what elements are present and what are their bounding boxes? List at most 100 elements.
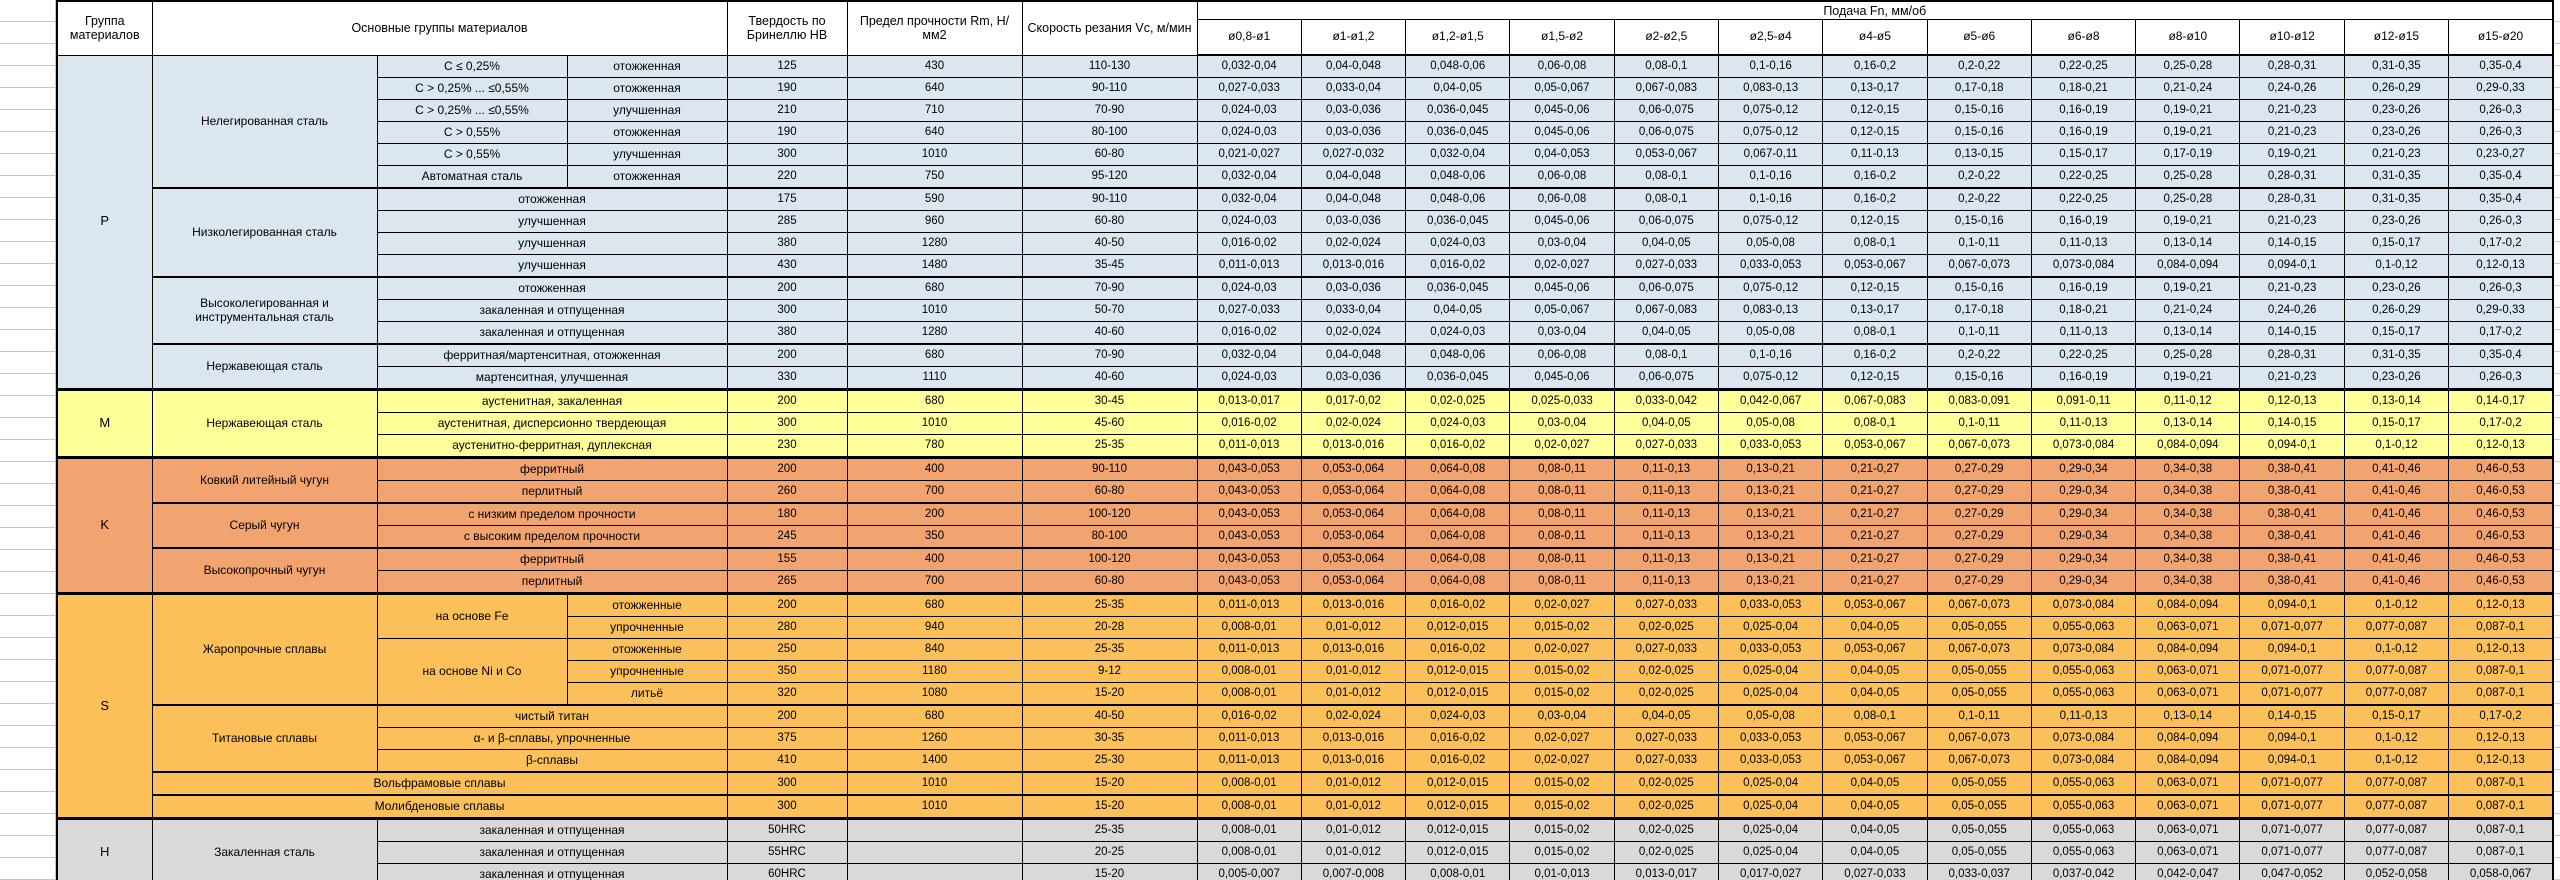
strength-cell[interactable]: 640: [846, 121, 1023, 144]
hardness-cell[interactable]: 175: [726, 187, 848, 211]
feed-cell[interactable]: 0,02-0,024: [1300, 412, 1407, 435]
material-family-cell[interactable]: Титановые сплавы: [151, 704, 378, 773]
feed-cell[interactable]: 0,34-0,38: [2135, 547, 2241, 571]
hardness-cell[interactable]: 210: [726, 99, 848, 122]
feed-cell[interactable]: 0,08-0,11: [1509, 480, 1615, 504]
feed-cell[interactable]: 0,025-0,04: [1717, 841, 1824, 864]
feed-cell[interactable]: 0,15-0,16: [1926, 276, 2032, 300]
feed-cell[interactable]: 0,063-0,071: [2135, 794, 2241, 819]
strength-cell[interactable]: 1260: [846, 727, 1023, 750]
feed-cell[interactable]: 0,013-0,016: [1300, 749, 1407, 773]
feed-cell[interactable]: 0,13-0,17: [1822, 299, 1928, 322]
feed-cell[interactable]: 0,024-0,03: [1405, 412, 1511, 435]
hardness-cell[interactable]: 350: [726, 660, 848, 683]
feed-cell[interactable]: 0,094-0,1: [2239, 434, 2345, 458]
speed-cell[interactable]: 9-12: [1021, 660, 1198, 683]
feed-cell[interactable]: 0,17-0,2: [2448, 232, 2554, 255]
feed-cell[interactable]: 0,01-0,012: [1300, 616, 1407, 639]
feed-cell[interactable]: 0,2-0,22: [1926, 187, 2032, 211]
feed-cell[interactable]: 0,015-0,02: [1509, 616, 1615, 639]
feed-cell[interactable]: 0,1-0,16: [1717, 54, 1824, 78]
feed-cell[interactable]: 0,011-0,013: [1196, 638, 1302, 661]
feed-cell[interactable]: 0,067-0,073: [1926, 727, 2032, 750]
feed-cell[interactable]: 0,46-0,53: [2448, 480, 2554, 504]
hardness-cell[interactable]: 430: [726, 254, 848, 278]
feed-cell[interactable]: 0,29-0,34: [2030, 525, 2137, 549]
feed-cell[interactable]: 0,38-0,41: [2239, 547, 2345, 571]
feed-cell[interactable]: 0,067-0,073: [1926, 749, 2032, 773]
strength-cell[interactable]: 680: [846, 276, 1023, 300]
feed-cell[interactable]: 0,06-0,08: [1509, 343, 1615, 367]
feed-cell[interactable]: 0,13-0,14: [2343, 388, 2450, 413]
speed-column-header[interactable]: Скорость резания Vc, м/мин: [1021, 0, 1198, 56]
feed-cell[interactable]: 0,17-0,2: [2448, 321, 2554, 345]
feed-cell[interactable]: 0,04-0,05: [1613, 412, 1719, 435]
feed-cell[interactable]: 0,29-0,33: [2448, 77, 2554, 100]
feed-cell[interactable]: 0,055-0,063: [2030, 660, 2137, 683]
feed-cell[interactable]: 0,15-0,16: [1926, 210, 2032, 233]
feed-cell[interactable]: 0,01-0,012: [1300, 794, 1407, 819]
feed-cell[interactable]: 0,22-0,25: [2030, 343, 2137, 367]
feed-cell[interactable]: 0,02-0,024: [1300, 232, 1407, 255]
strength-cell[interactable]: 700: [846, 480, 1023, 504]
speed-cell[interactable]: 25-35: [1021, 817, 1198, 842]
group-letter-cell[interactable]: M: [56, 388, 153, 458]
material-state-cell[interactable]: улучшенная: [376, 210, 728, 233]
feed-cell[interactable]: 0,27-0,29: [1926, 456, 2032, 481]
strength-cell[interactable]: 700: [846, 570, 1023, 594]
feed-cell[interactable]: 0,1-0,12: [2343, 727, 2450, 750]
feed-cell[interactable]: 0,31-0,35: [2343, 187, 2450, 211]
material-composition-cell[interactable]: Автоматная сталь: [376, 165, 568, 189]
feed-cell[interactable]: 0,064-0,08: [1405, 525, 1511, 549]
feed-cell[interactable]: 0,087-0,1: [2448, 771, 2554, 796]
feed-cell[interactable]: 0,064-0,08: [1405, 570, 1511, 594]
feed-cell[interactable]: 0,025-0,04: [1717, 771, 1824, 796]
feed-cell[interactable]: 0,013-0,016: [1300, 434, 1407, 458]
feed-cell[interactable]: 0,03-0,04: [1509, 704, 1615, 728]
feed-cell[interactable]: 0,02-0,025: [1613, 794, 1719, 819]
feed-cell[interactable]: 0,053-0,067: [1822, 727, 1928, 750]
feed-cell[interactable]: 0,013-0,016: [1300, 638, 1407, 661]
material-composition-cell[interactable]: на основе Fe: [376, 592, 568, 639]
feed-cell[interactable]: 0,12-0,13: [2448, 638, 2554, 661]
feed-cell[interactable]: 0,12-0,15: [1822, 366, 1928, 390]
feed-cell[interactable]: 0,21-0,27: [1822, 547, 1928, 571]
feed-cell[interactable]: 0,21-0,23: [2239, 121, 2345, 144]
feed-cell[interactable]: 0,03-0,036: [1300, 99, 1407, 122]
feed-cell[interactable]: 0,045-0,06: [1509, 276, 1615, 300]
feed-cell[interactable]: 0,41-0,46: [2343, 480, 2450, 504]
feed-cell[interactable]: 0,083-0,13: [1717, 299, 1824, 322]
feed-cell[interactable]: 0,22-0,25: [2030, 187, 2137, 211]
feed-cell[interactable]: 0,11-0,13: [1613, 456, 1719, 481]
material-state-cell[interactable]: мартенситная, улучшенная: [376, 366, 728, 390]
feed-cell[interactable]: 0,037-0,042: [2030, 863, 2137, 880]
feed-cell[interactable]: 0,04-0,05: [1822, 616, 1928, 639]
feed-cell[interactable]: 0,02-0,027: [1509, 638, 1615, 661]
feed-cell[interactable]: 0,25-0,28: [2135, 165, 2241, 189]
feed-cell[interactable]: 0,14-0,15: [2239, 412, 2345, 435]
feed-cell[interactable]: 0,14-0,15: [2239, 704, 2345, 728]
feed-cell[interactable]: 0,067-0,083: [1613, 77, 1719, 100]
feed-cell[interactable]: 0,21-0,27: [1822, 480, 1928, 504]
feed-cell[interactable]: 0,06-0,08: [1509, 165, 1615, 189]
feed-cell[interactable]: 0,083-0,091: [1926, 388, 2032, 413]
feed-cell[interactable]: 0,016-0,02: [1196, 321, 1302, 345]
feed-cell[interactable]: 0,38-0,41: [2239, 525, 2345, 549]
hardness-cell[interactable]: 410: [726, 749, 848, 773]
feed-cell[interactable]: 0,05-0,067: [1509, 299, 1615, 322]
feed-cell[interactable]: 0,016-0,02: [1196, 232, 1302, 255]
feed-cell[interactable]: 0,02-0,025: [1613, 660, 1719, 683]
material-family-cell[interactable]: Нержавеющая сталь: [151, 343, 378, 390]
strength-cell[interactable]: [846, 817, 1023, 842]
feed-cell[interactable]: 0,007-0,008: [1300, 863, 1407, 880]
feed-cell[interactable]: 0,26-0,29: [2343, 77, 2450, 100]
feed-cell[interactable]: 0,03-0,04: [1509, 232, 1615, 255]
feed-cell[interactable]: 0,027-0,032: [1300, 143, 1407, 166]
feed-cell[interactable]: 0,053-0,064: [1300, 570, 1407, 594]
feed-cell[interactable]: 0,13-0,21: [1717, 480, 1824, 504]
feed-cell[interactable]: 0,024-0,03: [1196, 366, 1302, 390]
strength-cell[interactable]: 680: [846, 592, 1023, 617]
feed-cell[interactable]: 0,033-0,053: [1717, 592, 1824, 617]
feed-cell[interactable]: 0,084-0,094: [2135, 749, 2241, 773]
speed-cell[interactable]: 30-35: [1021, 727, 1198, 750]
